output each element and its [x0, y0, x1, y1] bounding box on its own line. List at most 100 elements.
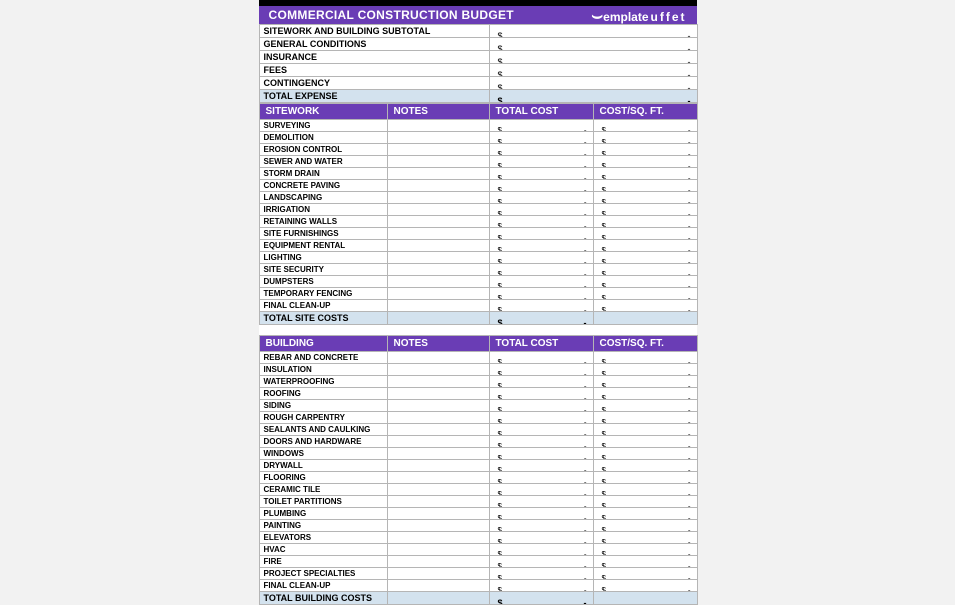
line-item-sqft: $-	[593, 484, 697, 496]
line-item-sqft: $-	[593, 568, 697, 580]
line-item-row: EROSION CONTROL$-$-	[259, 144, 697, 156]
section-header-row: BUILDINGNOTESTOTAL COSTCOST/SQ. FT.	[259, 336, 697, 352]
line-item-total: $-	[489, 376, 593, 388]
line-item-notes	[387, 132, 489, 144]
line-item-label: PAINTING	[259, 520, 387, 532]
spacer	[259, 325, 697, 335]
section-header-cell: SITEWORK	[259, 104, 387, 120]
line-item-total: $-	[489, 532, 593, 544]
line-item-label: LANDSCAPING	[259, 192, 387, 204]
line-item-total: $-	[489, 436, 593, 448]
line-item-label: SIDING	[259, 400, 387, 412]
line-item-row: INSULATION$-$-	[259, 364, 697, 376]
line-item-total: $-	[489, 288, 593, 300]
line-item-sqft: $-	[593, 508, 697, 520]
line-item-notes	[387, 448, 489, 460]
line-item-label: IRRIGATION	[259, 204, 387, 216]
line-item-row: WATERPROOFING$-$-	[259, 376, 697, 388]
title-bar: COMMERCIAL CONSTRUCTION BUDGET ⌣ emplate…	[259, 6, 697, 24]
line-item-row: RETAINING WALLS$-$-	[259, 216, 697, 228]
line-item-sqft: $-	[593, 412, 697, 424]
line-item-sqft: $-	[593, 276, 697, 288]
budget-sheet: COMMERCIAL CONSTRUCTION BUDGET ⌣ emplate…	[259, 0, 697, 603]
line-item-row: FIRE$-$-	[259, 556, 697, 568]
summary-row: CONTINGENCY$-	[259, 77, 697, 90]
line-item-total: $-	[489, 192, 593, 204]
line-item-notes	[387, 156, 489, 168]
summary-value: $-	[489, 77, 697, 90]
line-item-notes	[387, 352, 489, 364]
line-item-notes	[387, 376, 489, 388]
summary-value: $-	[489, 51, 697, 64]
line-item-label: SEWER AND WATER	[259, 156, 387, 168]
line-item-label: REBAR AND CONCRETE	[259, 352, 387, 364]
logo: ⌣ emplate uffet	[591, 6, 686, 24]
line-item-label: HVAC	[259, 544, 387, 556]
summary-total-value: $-	[489, 90, 697, 103]
summary-value: $-	[489, 38, 697, 51]
summary-label: CONTINGENCY	[259, 77, 489, 90]
line-item-notes	[387, 472, 489, 484]
line-item-total: $-	[489, 252, 593, 264]
line-item-row: PAINTING$-$-	[259, 520, 697, 532]
line-item-total: $-	[489, 400, 593, 412]
line-item-notes	[387, 276, 489, 288]
line-item-label: ELEVATORS	[259, 532, 387, 544]
line-item-label: ROUGH CARPENTRY	[259, 412, 387, 424]
line-item-row: REBAR AND CONCRETE$-$-	[259, 352, 697, 364]
line-item-row: TOILET PARTITIONS$-$-	[259, 496, 697, 508]
line-item-notes	[387, 556, 489, 568]
line-item-label: INSULATION	[259, 364, 387, 376]
line-item-total: $-	[489, 264, 593, 276]
line-item-label: STORM DRAIN	[259, 168, 387, 180]
line-item-sqft: $-	[593, 448, 697, 460]
line-item-sqft: $-	[593, 180, 697, 192]
line-item-row: SITE FURNISHINGS$-$-	[259, 228, 697, 240]
line-item-notes	[387, 508, 489, 520]
line-item-label: TOILET PARTITIONS	[259, 496, 387, 508]
line-item-total: $-	[489, 132, 593, 144]
line-item-row: FINAL CLEAN-UP$-$-	[259, 580, 697, 592]
line-item-sqft: $-	[593, 376, 697, 388]
line-item-notes	[387, 460, 489, 472]
line-item-total: $-	[489, 556, 593, 568]
line-item-total: $-	[489, 216, 593, 228]
line-item-notes	[387, 228, 489, 240]
line-item-label: DUMPSTERS	[259, 276, 387, 288]
line-item-row: DOORS AND HARDWARE$-$-	[259, 436, 697, 448]
line-item-total: $-	[489, 364, 593, 376]
line-item-row: DUMPSTERS$-$-	[259, 276, 697, 288]
line-item-sqft: $-	[593, 388, 697, 400]
line-item-total: $-	[489, 520, 593, 532]
summary-value: $-	[489, 64, 697, 77]
line-item-notes	[387, 544, 489, 556]
line-item-total: $-	[489, 496, 593, 508]
line-item-label: PLUMBING	[259, 508, 387, 520]
section-header-row: SITEWORKNOTESTOTAL COSTCOST/SQ. FT.	[259, 104, 697, 120]
line-item-row: SIDING$-$-	[259, 400, 697, 412]
line-item-total: $-	[489, 472, 593, 484]
line-item-total: $-	[489, 204, 593, 216]
line-item-sqft: $-	[593, 424, 697, 436]
line-item-notes	[387, 424, 489, 436]
line-item-notes	[387, 532, 489, 544]
line-item-sqft: $-	[593, 264, 697, 276]
line-item-total: $-	[489, 180, 593, 192]
line-item-label: DEMOLITION	[259, 132, 387, 144]
line-item-label: WINDOWS	[259, 448, 387, 460]
line-item-notes	[387, 216, 489, 228]
section-table: SITEWORKNOTESTOTAL COSTCOST/SQ. FT.SURVE…	[259, 103, 698, 325]
summary-label: SITEWORK AND BUILDING SUBTOTAL	[259, 25, 489, 38]
line-item-total: $-	[489, 120, 593, 132]
line-item-total: $-	[489, 484, 593, 496]
line-item-sqft: $-	[593, 300, 697, 312]
line-item-label: PROJECT SPECIALTIES	[259, 568, 387, 580]
line-item-total: $-	[489, 388, 593, 400]
line-item-row: STORM DRAIN$-$-	[259, 168, 697, 180]
line-item-notes	[387, 364, 489, 376]
line-item-sqft: $-	[593, 216, 697, 228]
line-item-label: FINAL CLEAN-UP	[259, 300, 387, 312]
line-item-notes	[387, 484, 489, 496]
line-item-row: ROOFING$-$-	[259, 388, 697, 400]
line-item-sqft: $-	[593, 436, 697, 448]
